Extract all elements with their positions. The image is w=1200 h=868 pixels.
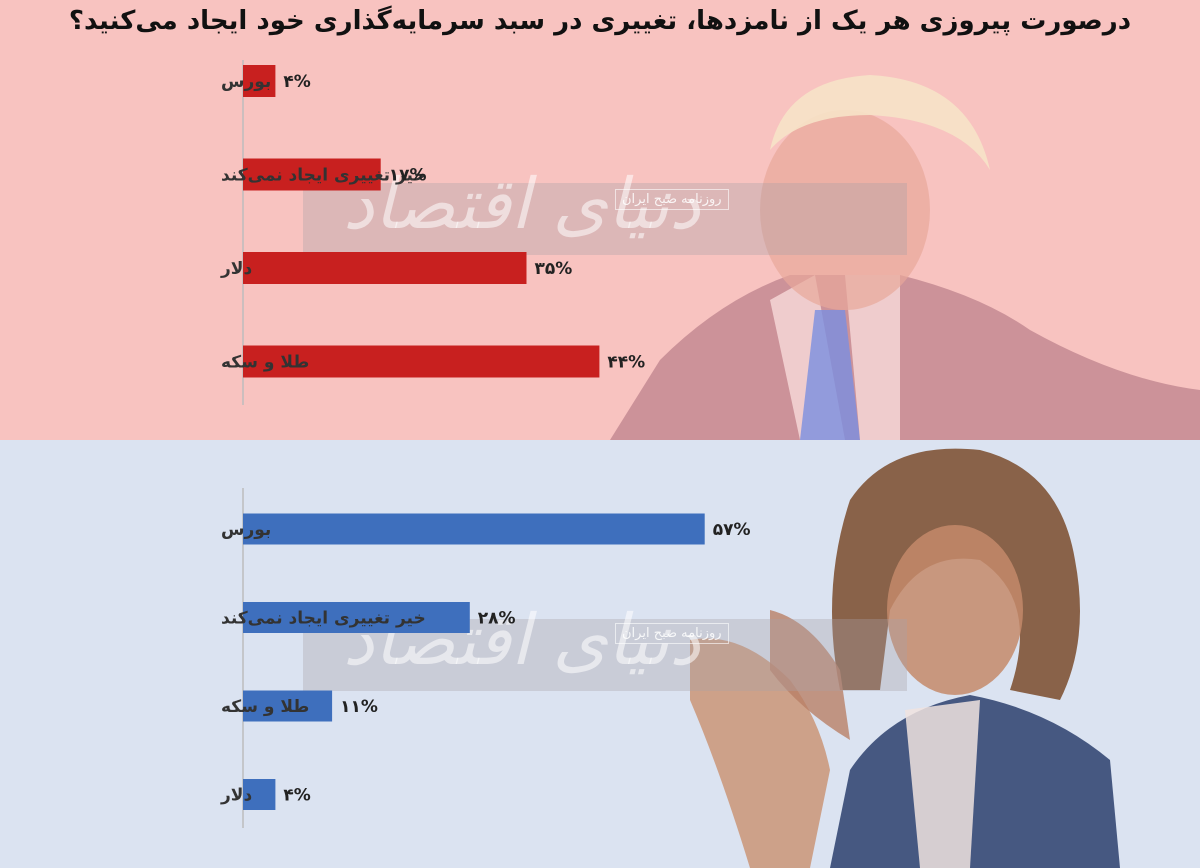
bar <box>243 345 600 378</box>
category-label: خیر تغییری ایجاد نمی‌کند <box>221 166 426 186</box>
value-label: ۴% <box>283 72 310 92</box>
bar <box>243 690 333 722</box>
category-label: طلا و سکه <box>221 353 309 373</box>
bar <box>243 252 527 284</box>
bar <box>243 779 276 810</box>
category-label: بورس <box>221 520 271 540</box>
category-label: طلا و سکه <box>221 697 309 717</box>
category-label: خیر تغییری ایجاد نمی‌کند <box>221 609 426 629</box>
bottom-chart-panel: دنیای اقتصاد روزنامه صبح ایران بورس ۵۷% خی… <box>0 440 1200 868</box>
bar <box>243 158 381 191</box>
value-label: ۳۵% <box>535 259 573 279</box>
value-label: ۵۷% <box>713 520 751 540</box>
value-label: ۱۷% <box>389 166 427 186</box>
top-chart-panel: درصورت پیروزی هر یک از نامزدها، تغییری د… <box>0 0 1200 440</box>
chart-title: درصورت پیروزی هر یک از نامزدها، تغییری د… <box>68 6 1132 36</box>
category-label: دلار <box>220 259 252 279</box>
value-label: ۱۱% <box>340 697 378 717</box>
category-label: دلار <box>220 786 252 806</box>
portrait-woman <box>690 448 1120 868</box>
bar <box>243 65 276 97</box>
value-label: ۴% <box>283 786 310 806</box>
bar <box>243 602 470 633</box>
bar <box>243 513 705 545</box>
value-label: ۴۴% <box>607 353 645 373</box>
value-label: ۲۸% <box>478 609 516 629</box>
category-label: بورس <box>221 72 271 92</box>
bottom-bar-chart: بورس ۵۷% خیر تغییری ایجاد نمی‌کند ۲۸% طلا و … <box>220 488 751 828</box>
portrait-man <box>610 75 1200 440</box>
